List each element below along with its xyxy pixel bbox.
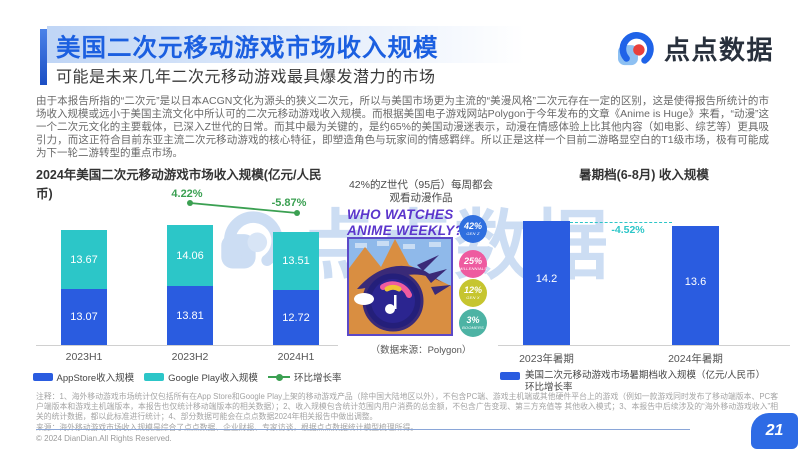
anime-infographic: 42%的Z世代（95后）每周都会观看动漫作品 WHO WATCHES ANIME…: [345, 179, 497, 379]
logo-text: 点点数据: [663, 34, 774, 65]
bar-2024年暑期: 13.6: [672, 226, 719, 345]
legend-item-googleplay: Google Play收入规模: [144, 370, 258, 384]
page-number-badge: 21: [751, 413, 798, 449]
revenue-chart: 2024年美国二次元移动游戏市场收入规模(亿元/人民币) 4.22% -5.87…: [32, 164, 341, 400]
infographic-title: WHO WATCHES ANIME WEEKLY?: [347, 207, 463, 238]
bar-segment: 13.51: [273, 232, 319, 290]
stacked-bar-2024H1: 12.72 13.51: [273, 232, 319, 345]
revenue-chart-plot: 13.07 13.67 13.81 14.06 12.72 13.51: [36, 202, 338, 346]
summer-chart-title: 暑期档(6-8月) 收入规模: [579, 168, 709, 182]
legend-item-appstore: AppStore收入规模: [32, 370, 135, 384]
legend-label: AppStore收入规模: [56, 373, 135, 384]
diandian-logo-icon: [617, 32, 654, 66]
bar-value: 14.06: [176, 249, 204, 262]
bar-value: 13.07: [70, 311, 98, 323]
page-number: 21: [765, 422, 784, 439]
bar-segment: 13.81: [167, 286, 213, 345]
category-label: 2023H2: [171, 351, 209, 363]
bar-segment: 13.67: [61, 230, 107, 289]
bar-value: 13.81: [176, 309, 204, 322]
category-label: 2024H1: [277, 351, 315, 363]
copyright: © 2024 DianDian.All Rights Reserved.: [36, 434, 172, 443]
revenue-chart-legend: AppStore收入规模 Google Play收入规模 环比增长率: [32, 370, 341, 384]
stat-circle-boomers: 3% BOOMERS: [459, 309, 487, 337]
revenue-chart-title: 2024年美国二次元移动游戏市场收入规模(亿元/人民币): [36, 168, 322, 201]
bar-value: 13.51: [282, 255, 310, 267]
bar-segment: 12.72: [273, 290, 319, 345]
anime-eye-illustration: [347, 237, 453, 336]
growth-label-1: 4.22%: [171, 188, 203, 200]
growth-label-2: -5.87%: [271, 197, 307, 209]
page-title: 美国二次元移动游戏市场收入规模: [56, 35, 439, 62]
summer-legend-line2: 环比增长率: [525, 382, 573, 393]
footnote-source: 来源：海外移动游戏市场收入规模是综合了点点数据、企业财报、专家访谈，根据点点数据…: [36, 423, 419, 433]
summer-legend-text: 美国二次元移动游戏市场暑期档收入规模（亿元/人民币） 环比增长率: [525, 370, 765, 394]
summer-change-label: -4.52%: [611, 224, 645, 236]
bar-value: 12.72: [282, 311, 310, 324]
growth-line: [187, 200, 300, 216]
stat-circle-gen-x: 12% GEN X: [459, 279, 487, 307]
bar-segment: 13.07: [61, 289, 107, 345]
title-accent-bar: [40, 29, 47, 85]
intro-paragraph: 由于本报告所指的“二次元”是以日本ACGN文化为源头的狭义二次元，所以与美国市场…: [36, 95, 769, 159]
googleplay-swatch: [144, 373, 165, 381]
page-subtitle: 可能是未来几年二次元移动游戏最具爆发潜力的市场: [56, 69, 436, 86]
legend-label: Google Play收入规模: [168, 373, 258, 384]
stat-circle-millennials: 25% MILLENNIALS: [459, 250, 487, 278]
footnote-note: 注释：1、海外移动游戏市场统计仅包括所有在App Store和Google Pl…: [36, 392, 778, 421]
stacked-bar-2023H2: 13.81 14.06: [167, 225, 213, 345]
bar-2023年暑期: 14.2: [523, 221, 570, 345]
infographic-title-line2: ANIME WEEKLY?: [347, 222, 464, 238]
bar-segment: 14.06: [167, 225, 213, 286]
summer-chart: 暑期档(6-8月) 收入规模 14.2 13.6 -4.52% 2023年暑期 20…: [498, 164, 790, 400]
legend-item-growth: 环比增长率: [267, 370, 342, 384]
category-label: 2023H1: [65, 351, 103, 363]
stat-circle-gen-z: 42% GEN Z: [459, 215, 487, 243]
infographic-caption: 42%的Z世代（95后）每周都会观看动漫作品: [348, 179, 494, 204]
category-label: 2023年暑期: [519, 353, 574, 365]
summer-chart-plot: 14.2 13.6: [498, 202, 790, 346]
title-highlight-band: [47, 26, 525, 63]
summer-legend-line1: 美国二次元移动游戏市场暑期档收入规模（亿元/人民币）: [525, 370, 766, 381]
infographic-source: （数据来源：Polygon）: [370, 345, 472, 356]
stacked-bar-2023H1: 13.07 13.67: [61, 230, 107, 345]
appstore-swatch: [32, 373, 53, 381]
legend-label: 环比增长率: [293, 373, 342, 384]
infographic-title-line1: WHO WATCHES: [347, 207, 454, 222]
footnote: 注释：1、海外移动游戏市场统计仅包括所有在App Store和Google Pl…: [36, 392, 778, 433]
summer-legend-swatch: [500, 372, 520, 380]
bar-value: 13.67: [70, 253, 98, 266]
category-label: 2024年暑期: [668, 353, 723, 365]
summer-chart-legend: 美国二次元移动游戏市场暑期档收入规模（亿元/人民币） 环比增长率: [500, 370, 765, 394]
footer-divider: [36, 429, 690, 430]
bar-value: 14.2: [535, 273, 558, 286]
diandian-logo: 点点数据: [616, 29, 774, 67]
bar-value: 13.6: [684, 275, 707, 288]
growth-line-swatch: [267, 373, 290, 381]
summer-dotted-line: [570, 222, 672, 223]
